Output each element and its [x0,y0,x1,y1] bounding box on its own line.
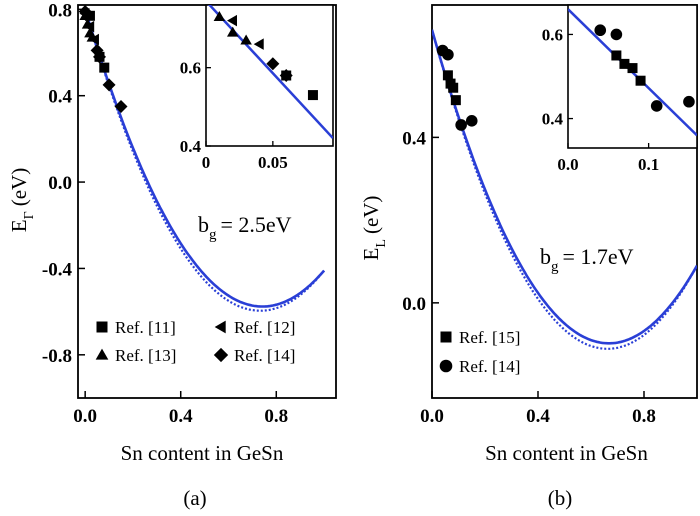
inset-data-point [650,100,663,112]
inset-data-point [266,57,280,71]
inset-data-point [610,28,623,41]
inset-data-point [683,95,695,108]
inset-data-point [226,14,237,27]
inset-y-tick-label: 0.4 [180,137,202,156]
legend-label: Ref. [13] [115,346,176,365]
data-point [448,82,459,93]
legend-label: Ref. [14] [459,357,520,376]
x-axis-label: Sn content in GeSn [121,441,284,465]
legend-label: Ref. [14] [234,346,295,365]
data-point [84,10,95,21]
legend-label: Ref. [15] [459,328,520,347]
inset-data-point [635,75,646,86]
x-tick-label: 0.0 [420,406,444,427]
y-tick-label: 0.8 [48,0,72,21]
inset-fit-line [207,5,333,140]
legend-marker [440,331,452,343]
inset-x-tick-label: 0 [202,153,211,172]
data-point [99,62,110,73]
inset-data-point [226,26,239,37]
panel-b-chart: 0.0 0.4 0.8 0.4 0.0 0.0 0.1 0.6 0.4 bg = 1.7eV Ref.… [359,4,698,465]
y-tick-label: 0.0 [402,294,426,315]
y-tick-label: 0.4 [402,128,426,149]
inset-data-point [619,58,630,69]
x-tick-label: 0.0 [73,406,97,427]
x-tick-label: 0.8 [264,406,288,427]
y-tick-label: 0.4 [48,87,72,108]
inset-data-point [240,34,252,45]
x-tick-label: 0.4 [526,406,550,427]
data-point [442,48,454,61]
legend-marker [96,321,108,333]
legend-label: Ref. [11] [115,318,176,337]
inset-y-tick-label: 0.4 [542,110,564,129]
curve-dotted [84,8,325,312]
x-tick-label: 0.4 [169,406,193,427]
legend-label: Ref. [12] [234,318,295,337]
panel-a-chart: 0.0 0.4 0.8 0.8 0.4 0.0 -0.4 -0.8 0 0.05 0.6 0.4 bg =… [7,0,337,465]
inset-data-point [253,38,264,50]
data-point [465,115,478,127]
x-tick-label: 0.8 [632,406,656,427]
y-tick-label: -0.8 [42,346,72,367]
x-axis-label: Sn content in GeSn [485,441,648,465]
legend-marker [95,348,109,360]
y-tick-label: -0.4 [42,259,73,280]
inset-y-tick-label: 0.6 [542,25,563,44]
y-axis-label: EL(eV) [359,196,389,261]
data-point [442,70,453,81]
inset-data-point [307,90,318,101]
inset-y-tick-label: 0.6 [180,59,201,78]
legend-marker [213,347,229,363]
inset-data-point [611,50,622,61]
data-point [81,18,94,29]
inset-x-tick-label: 0.0 [557,155,578,174]
y-axis-label: EΓ(eV) [7,168,37,232]
legend-marker [439,359,453,373]
data-point [86,31,99,42]
data-point [78,4,92,18]
inset-data-point [213,11,226,21]
data-point [450,95,461,106]
y-tick-label: 0.0 [48,173,72,194]
panel-b-label: (b) [548,486,573,510]
curve-solid [432,29,697,345]
plot-frame [431,4,698,399]
data-point [102,78,116,92]
data-point [93,50,106,64]
inset-x-tick-label: 0.1 [638,155,659,174]
inset-frame [205,4,334,147]
legend-marker [214,320,226,334]
inset-x-tick-label: 0.05 [258,153,288,172]
data-point [114,99,128,113]
panel-a-label: (a) [183,486,206,510]
inset-data-point [627,63,638,74]
inset-data-point [594,24,607,37]
bowing-annotation: bg = 2.5eV [198,212,292,243]
inset-data-point [279,69,293,82]
bowing-annotation: bg = 1.7eV [540,244,634,275]
data-point [455,119,467,131]
